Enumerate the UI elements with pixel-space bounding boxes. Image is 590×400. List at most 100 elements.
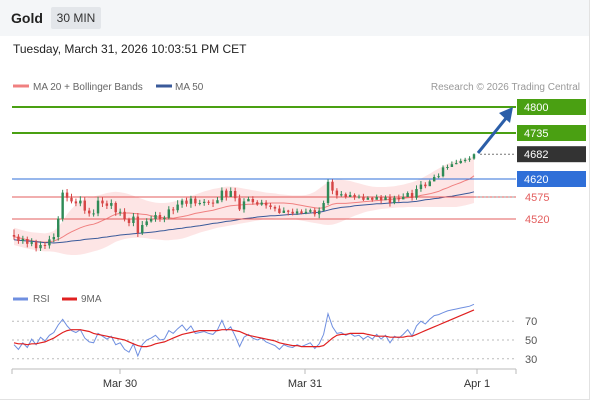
rsi-pane: 70 50 30	[12, 303, 537, 366]
timestamp: Tuesday, March 31, 2026 10:03:51 PM CET	[13, 42, 247, 56]
candle-body	[202, 201, 206, 203]
candle-body	[242, 201, 246, 210]
candle-body	[379, 197, 383, 201]
candle-body	[61, 192, 64, 219]
candle-body	[21, 239, 25, 241]
rsi-legend-label: RSI	[33, 294, 50, 305]
rsi-legend: RSI 9MA	[13, 294, 102, 305]
candle-body	[353, 195, 356, 198]
candle-body	[362, 196, 365, 200]
current-price-label: 4682	[524, 149, 548, 161]
candle-body	[371, 197, 374, 200]
candle-body	[256, 202, 259, 205]
candle-body	[326, 181, 330, 203]
candle-body	[110, 203, 113, 206]
candle-body	[331, 181, 334, 191]
candle-body	[375, 197, 378, 200]
candle-body	[96, 200, 100, 214]
candle-body	[189, 198, 193, 204]
candle-body	[260, 202, 263, 205]
candle-body	[459, 161, 462, 163]
candle-body	[446, 167, 449, 168]
candle-body	[424, 184, 427, 187]
candle-body	[30, 242, 33, 244]
candle-body	[216, 200, 219, 204]
rsi-tick-label: 70	[525, 316, 537, 328]
candle-body	[180, 200, 184, 205]
candle-body	[287, 210, 290, 212]
candle-body	[282, 210, 286, 213]
candle-body	[220, 190, 224, 201]
candle-body	[313, 210, 316, 215]
candle-body	[384, 197, 387, 201]
candle-body	[463, 159, 467, 161]
candle-body	[52, 237, 56, 240]
candle-body	[393, 197, 396, 203]
candle-body	[317, 210, 321, 215]
candle-body	[163, 217, 166, 219]
candle-body	[366, 197, 370, 200]
support-level-label: 4575	[525, 192, 549, 204]
candle-body	[340, 194, 343, 196]
candle-body	[101, 200, 104, 204]
candle-body	[154, 215, 157, 219]
candle-body	[149, 219, 153, 222]
target-tag	[517, 125, 586, 141]
candle-body	[309, 210, 312, 212]
candle-body	[472, 154, 476, 159]
instrument-title: Gold	[11, 10, 43, 26]
candle-body	[225, 190, 228, 197]
candle-body	[87, 210, 91, 214]
candle-body	[295, 211, 299, 214]
candle-body	[74, 201, 78, 204]
candle-body	[468, 158, 471, 160]
ma20-legend-label: MA 20 + Bollinger Bands	[33, 82, 143, 93]
candle-body	[172, 209, 175, 211]
candle-body	[291, 211, 294, 214]
rsi-ma-line	[13, 309, 475, 348]
arrow-head	[499, 107, 513, 123]
pivot-tag	[517, 171, 586, 187]
candle-body	[388, 197, 392, 203]
timeframe-button[interactable]: 30 MIN	[51, 7, 101, 29]
candle-body	[194, 198, 197, 204]
candle-body	[455, 163, 458, 165]
candle-body	[410, 193, 414, 198]
candle-body	[158, 215, 162, 219]
candle-body	[167, 209, 171, 218]
projection-arrow	[476, 107, 513, 154]
price-legend: MA 20 + Bollinger Bands MA 50 Research ©…	[13, 82, 580, 93]
candle-body	[304, 211, 308, 214]
candle-body	[176, 204, 179, 211]
candle-body	[437, 176, 440, 178]
candle-body	[48, 239, 51, 246]
candle-body	[70, 197, 73, 202]
candle-body	[450, 164, 454, 167]
candle-body	[247, 199, 250, 202]
rsi-tick-label: 50	[525, 335, 537, 347]
candle-body	[300, 211, 303, 214]
candle-body	[79, 200, 82, 204]
candle-body	[269, 205, 272, 207]
candle-body	[432, 177, 436, 182]
candle-body	[12, 235, 16, 237]
arrow-shaft	[476, 116, 509, 154]
x-axis: Mar 30 Mar 31 Apr 1	[11, 368, 517, 390]
candlesticks	[12, 153, 476, 252]
candle-body	[322, 203, 325, 211]
candle-body	[127, 219, 131, 223]
candle-body	[264, 202, 268, 206]
candle-body	[402, 197, 405, 200]
candle-body	[123, 211, 126, 220]
candle-body	[145, 221, 148, 225]
candle-body	[406, 193, 409, 197]
candle-body	[397, 197, 401, 200]
pivot-level-label: 4620	[524, 174, 548, 186]
candle-body	[118, 211, 122, 213]
candle-body	[198, 203, 201, 204]
candle-body	[185, 200, 188, 204]
target-level-label: 4800	[524, 102, 548, 114]
candle-body	[92, 213, 95, 215]
candle-body	[278, 208, 281, 213]
